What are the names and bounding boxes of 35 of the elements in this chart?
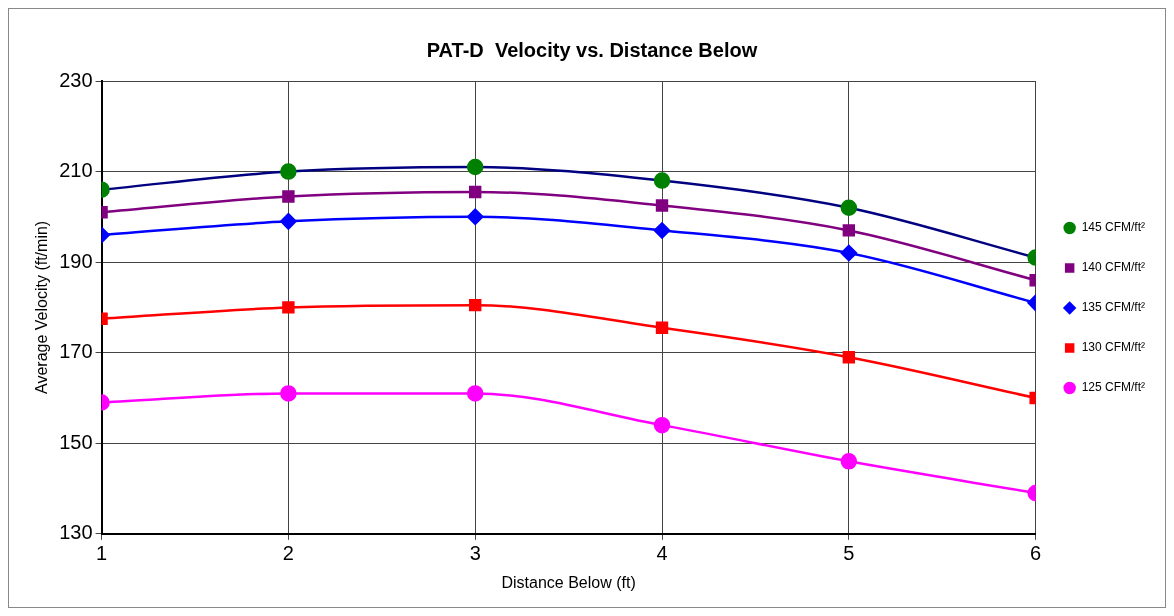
point <box>280 213 297 230</box>
point <box>653 172 671 189</box>
x-tick-label: 6 <box>1030 542 1042 565</box>
point <box>469 298 482 312</box>
x-tick-label: 3 <box>469 542 481 565</box>
y-tick-label: 150 <box>59 430 93 453</box>
legend-label: 145 CFM/ft² <box>1081 220 1146 235</box>
y-tick-label: 170 <box>59 340 93 363</box>
point <box>653 222 671 239</box>
point <box>469 185 482 199</box>
legend-label: 135 CFM/ft² <box>1081 300 1146 315</box>
point <box>655 321 669 334</box>
x-axis-title: Distance Below (ft) <box>501 573 636 591</box>
legend-label: 125 CFM/ft² <box>1081 380 1146 395</box>
point <box>280 163 297 180</box>
y-tick-label: 130 <box>59 521 93 544</box>
point <box>466 208 484 226</box>
x-tick-label: 1 <box>96 542 108 565</box>
x-tick-label: 2 <box>282 542 294 565</box>
point <box>655 199 669 212</box>
y-tick-label: 190 <box>59 249 93 272</box>
point <box>466 158 484 176</box>
point <box>282 301 295 314</box>
point <box>466 385 484 402</box>
point <box>653 416 671 434</box>
x-tick-label: 5 <box>843 542 855 565</box>
y-tick-label: 230 <box>59 68 93 91</box>
point <box>280 385 297 402</box>
x-tick-label: 4 <box>656 542 668 565</box>
legend-label: 140 CFM/ft² <box>1081 260 1146 275</box>
y-axis-title: Average Velocity (ft/min) <box>33 220 51 394</box>
y-tick-label: 210 <box>59 159 93 182</box>
legend-label: 130 CFM/ft² <box>1081 340 1146 355</box>
chart-title: PAT-D Velocity vs. Distance Below <box>426 38 758 61</box>
point <box>282 190 295 203</box>
